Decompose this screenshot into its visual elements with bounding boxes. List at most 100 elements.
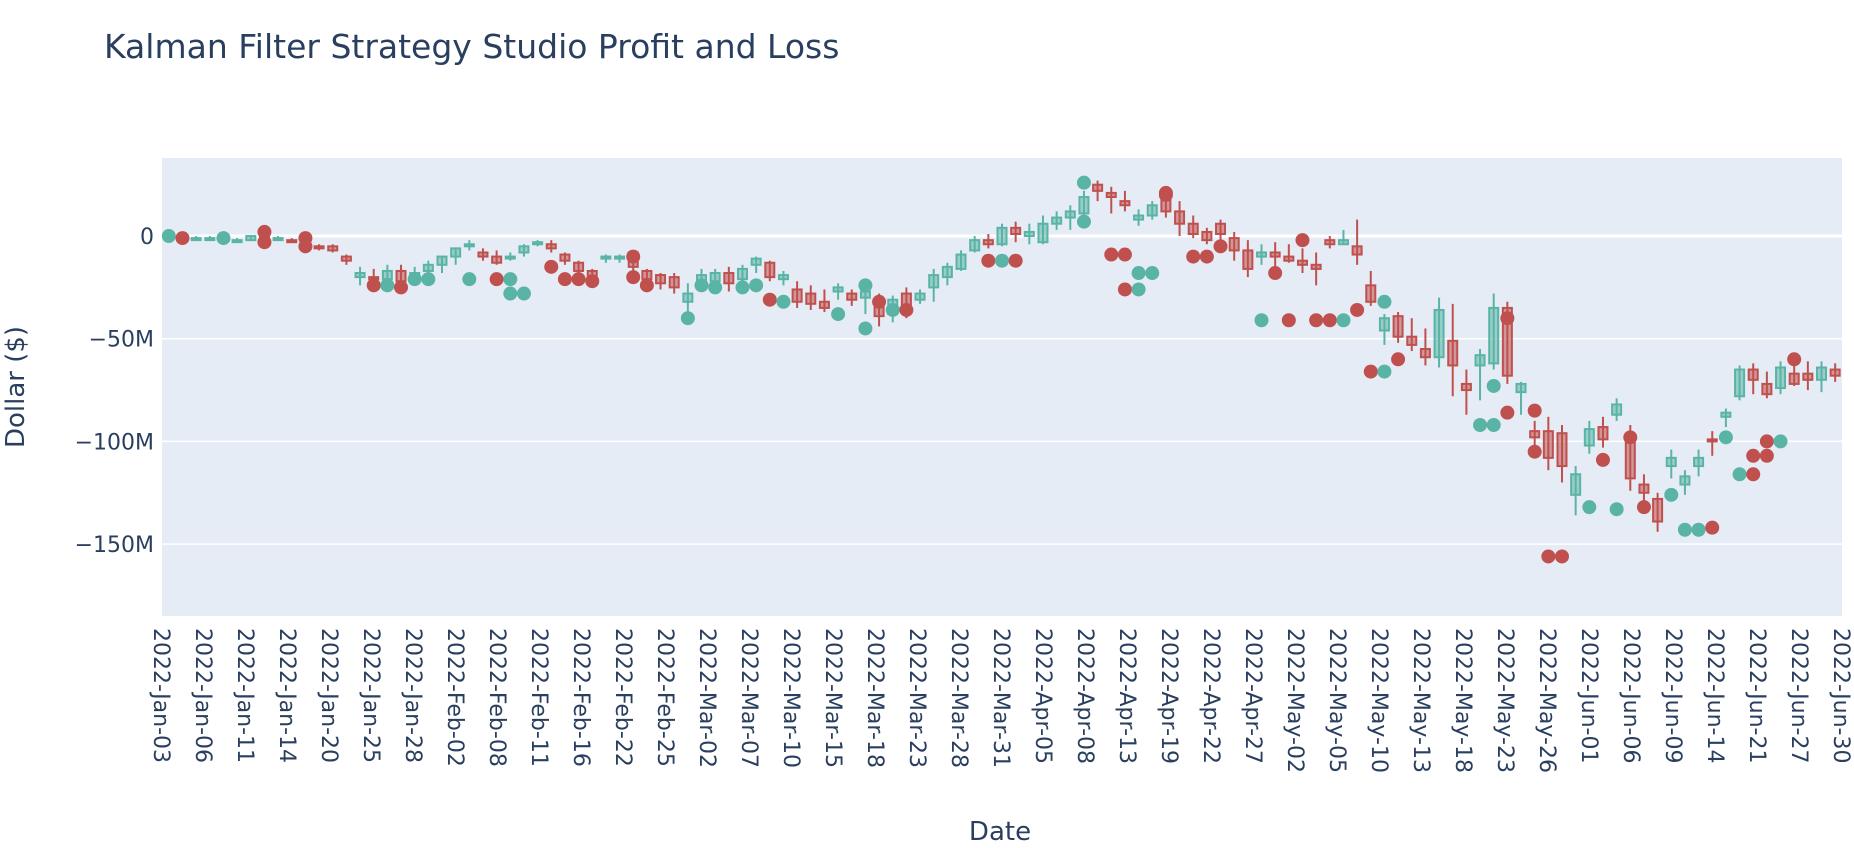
candle-outlier-point [1486, 417, 1501, 432]
candle-body [1570, 473, 1582, 496]
candle-body [1829, 368, 1841, 377]
candle-body [709, 272, 721, 283]
decreasing-candle [1541, 416, 1556, 564]
candle-outlier-point [694, 278, 709, 293]
decreasing-candle [762, 260, 777, 307]
increasing-candle [450, 247, 462, 265]
candle-body [1256, 251, 1268, 258]
candle-body [436, 255, 448, 266]
candle-body [1460, 382, 1472, 392]
candle-body [340, 255, 352, 262]
increasing-candle [380, 264, 395, 293]
candle-body [1215, 222, 1227, 235]
candle-body [1788, 372, 1800, 385]
decreasing-candle [1322, 236, 1337, 328]
candle-body [1542, 430, 1554, 459]
decreasing-candle [1595, 416, 1610, 467]
candle-body [573, 261, 585, 272]
candle-body [1269, 251, 1281, 258]
increasing-candle [831, 283, 846, 322]
candle-outlier-point [1691, 522, 1706, 537]
candle-body [204, 237, 216, 242]
candle-outlier-point [571, 272, 586, 287]
increasing-candle [680, 283, 695, 326]
increasing-candle [1486, 293, 1501, 432]
candle-body [231, 239, 243, 244]
x-tick-label: 2022-Feb-25 [652, 628, 677, 767]
x-tick-label: 2022-May-26 [1534, 628, 1559, 773]
candle-outlier-point [1746, 448, 1761, 463]
x-tick-label: 2022-Jun-27 [1786, 628, 1811, 763]
decreasing-candle [1174, 201, 1186, 237]
candle-outlier-point [1759, 434, 1774, 449]
candle-outlier-point [639, 278, 654, 293]
decreasing-candle [1092, 180, 1104, 202]
y-tick-label: 0 [140, 225, 154, 250]
candle-body [1187, 222, 1199, 235]
candle-body [1747, 368, 1759, 381]
candle-outlier-point [503, 286, 518, 301]
candle-body [1283, 255, 1295, 262]
candle-outlier-point [1104, 247, 1119, 262]
candle-outlier-point [1746, 467, 1761, 482]
candle-outlier-point [872, 294, 887, 309]
x-tick-label: 2022-Apr-19 [1156, 628, 1181, 764]
candle-outlier-point [489, 272, 504, 287]
candle-outlier-point [1131, 282, 1146, 297]
candle-outlier-point [776, 294, 791, 309]
x-tick-label: 2022-Jun-14 [1702, 628, 1727, 763]
increasing-candle [858, 278, 873, 336]
candle-outlier-point [680, 311, 695, 326]
candle-body [1597, 426, 1609, 441]
candle-outlier-point [216, 231, 231, 246]
decreasing-candle [1527, 403, 1542, 459]
x-tick-label: 2022-May-18 [1450, 628, 1475, 773]
x-tick-label: 2022-Mar-02 [694, 628, 719, 768]
decreasing-candle [1295, 233, 1310, 274]
candle-body [1611, 403, 1623, 416]
decreasing-candle [366, 268, 381, 293]
candle-outlier-point [257, 235, 272, 250]
candle-outlier-point [1595, 452, 1610, 467]
candle-outlier-point [858, 278, 873, 293]
candle-outlier-point [1486, 378, 1501, 393]
decreasing-candle [1787, 352, 1802, 386]
decreasing-candle [1213, 219, 1228, 254]
candle-outlier-point [175, 231, 190, 246]
candle-body [491, 255, 503, 264]
x-tick-label: 2022-Jan-03 [148, 628, 173, 763]
decreasing-candle [1406, 318, 1418, 352]
candle-outlier-point [1186, 249, 1201, 264]
x-tick-label: 2022-Mar-23 [904, 628, 929, 768]
candle-body [504, 255, 516, 260]
increasing-candle [1732, 365, 1747, 482]
decreasing-candle [791, 281, 803, 308]
decreasing-candle [1636, 474, 1651, 515]
candle-body [1146, 204, 1158, 217]
candle-body [1665, 456, 1677, 468]
candle-body [395, 269, 407, 283]
increasing-candle [204, 236, 216, 242]
candle-outlier-point [161, 229, 176, 244]
increasing-candle [516, 244, 531, 301]
candle-body [723, 272, 735, 285]
candle-body [1693, 456, 1705, 468]
increasing-candle [928, 268, 940, 302]
x-tick-label: 2022-Apr-27 [1240, 628, 1265, 764]
candle-outlier-point [1281, 313, 1296, 328]
y-tick-label: −100M [75, 430, 154, 455]
increasing-candle [503, 252, 518, 301]
candle-outlier-point [1295, 233, 1310, 248]
candle-outlier-point [762, 292, 777, 307]
increasing-candle [1076, 175, 1091, 229]
candle-body [1734, 368, 1746, 398]
candle-outlier-point [708, 280, 723, 295]
candle-outlier-point [1117, 247, 1132, 262]
x-tick-label: 2022-Mar-18 [862, 628, 887, 768]
y-axis-ticks: 0 −50M −100M −150M [75, 225, 154, 558]
increasing-candle [1023, 223, 1035, 245]
candle-body [532, 241, 544, 246]
candle-outlier-point [899, 302, 914, 317]
increasing-candle [1718, 408, 1733, 445]
candle-body [245, 235, 257, 242]
